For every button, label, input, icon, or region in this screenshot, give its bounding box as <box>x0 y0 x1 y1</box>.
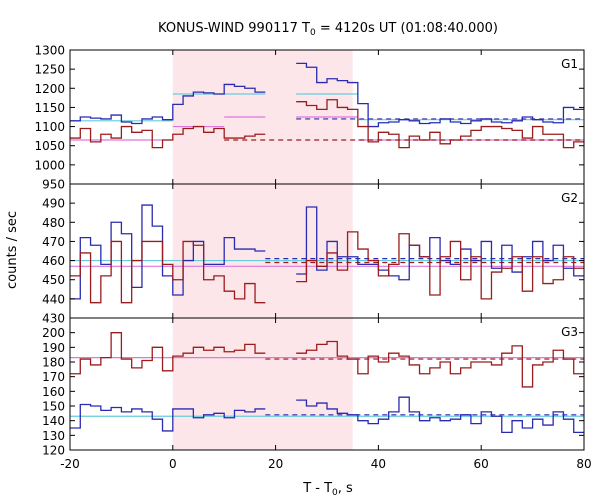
panel-G1-y-tick-label: 1200 <box>34 82 65 96</box>
panel-G3-y-tick-label: 140 <box>42 414 65 428</box>
x-tick-label: -20 <box>60 457 80 471</box>
panel-G2-y-tick-label: 430 <box>42 312 65 326</box>
panel-G2-series-1-line <box>70 231 584 304</box>
panel-G1-y-tick-label: 1150 <box>34 101 65 115</box>
panel-G3-y-tick-label: 160 <box>42 385 65 399</box>
panel-G2-y-tick-label: 490 <box>42 197 65 211</box>
frame-layer: G1 G2 G3 <box>69 49 585 451</box>
panel-G3-y-tick-label: 180 <box>42 356 65 370</box>
panel-G1-y-tick-label: 1250 <box>34 63 65 77</box>
panel-G1-y-tick-label: 1050 <box>34 139 65 153</box>
panel-G3-y-tick-label: 200 <box>42 326 65 340</box>
y-axis-label: counts / sec <box>5 211 20 289</box>
x-tick-label: 20 <box>268 457 283 471</box>
panel-G2-y-tick-label: 440 <box>42 292 65 306</box>
panel-G1-series-0-line <box>70 62 584 128</box>
chart-title: KONUS-WIND 990117 T0 = 4120s UT (01:08:4… <box>158 21 498 38</box>
panel-G1-y-tick-label: 1000 <box>34 158 65 172</box>
panel-G3-y-tick-label: 130 <box>42 429 65 443</box>
panel-G3-frame <box>69 317 585 451</box>
shaded-interval-layer <box>172 50 353 450</box>
x-axis-label: T - T0, s <box>302 481 353 498</box>
shaded-interval <box>172 50 353 450</box>
panel-G3-series-0-line <box>70 396 584 434</box>
panel-G2-y-tick-label: 450 <box>42 273 65 287</box>
panel-G1-y-tick-label: 1300 <box>34 44 65 58</box>
panel-G2-y-tick-label: 470 <box>42 235 65 249</box>
series-layer <box>70 62 584 434</box>
panel-G2-y-tick-label: 480 <box>42 216 65 230</box>
x-tick-label: 0 <box>169 457 177 471</box>
x-tick-label: 40 <box>371 457 386 471</box>
panel-label-G2: G2 <box>561 191 578 205</box>
panel-G1-series-1-line <box>70 99 584 149</box>
tick-layer: 9501000105011001150120012501300430440450… <box>34 44 591 472</box>
panel-G2-y-tick-label: 460 <box>42 254 65 268</box>
panel-G3-y-tick-label: 170 <box>42 370 65 384</box>
panel-label-G1: G1 <box>561 57 578 71</box>
panel-G3-y-tick-label: 150 <box>42 400 65 414</box>
panel-G1-y-tick-label: 1100 <box>34 120 65 134</box>
panel-G1-y-tick-label: 950 <box>42 178 65 192</box>
x-tick-label: 80 <box>576 457 591 471</box>
panel-G3-y-tick-label: 190 <box>42 341 65 355</box>
panel-G3-y-tick-label: 120 <box>42 444 65 458</box>
panel-G3-series-1-line <box>70 332 584 388</box>
x-tick-label: 60 <box>474 457 489 471</box>
panel-label-G3: G3 <box>561 325 578 339</box>
